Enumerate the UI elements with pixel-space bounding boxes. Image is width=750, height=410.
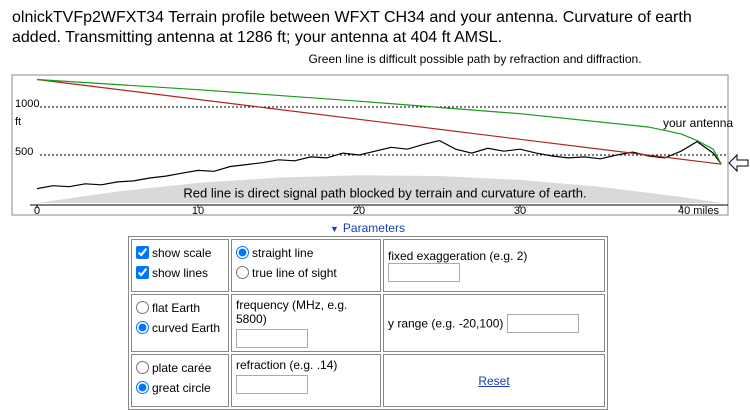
x-tick-label: 40 miles [678, 205, 719, 217]
antenna-label: your antenna [663, 116, 733, 130]
field-label: y range (e.g. -20,100) [388, 316, 504, 330]
curvature-area [37, 175, 722, 203]
option-label: great circle [152, 381, 211, 395]
radio[interactable] [236, 266, 249, 279]
field-label: refraction (e.g. .14) [236, 358, 338, 372]
option[interactable]: straight line [236, 243, 376, 263]
x-tick-label: 0 [34, 205, 40, 217]
field-label: fixed exaggeration (e.g. 2) [388, 249, 528, 263]
checkbox[interactable] [136, 266, 149, 279]
chart: Green line is difficult possible path by… [11, 52, 749, 217]
field-label: frequency (MHz, e.g. 5800) [236, 298, 348, 326]
option-label: curved Earth [152, 321, 221, 335]
profile-line [36, 78, 722, 165]
green-note: Green line is difficult possible path by… [308, 52, 641, 66]
red-note: Red line is direct signal path blocked b… [183, 185, 586, 200]
parameters-table: show scale show lines straight line true… [128, 236, 608, 410]
option-label: plate carée [152, 361, 212, 375]
option-label: show scale [152, 246, 212, 260]
parameters-toggle[interactable]: ▼ Parameters [330, 221, 405, 235]
text-input[interactable] [236, 375, 308, 394]
option[interactable]: flat Earth [136, 298, 224, 318]
y-tick-label: 1000 [15, 98, 39, 110]
radio[interactable] [136, 361, 149, 374]
toggle-text: Parameters [342, 221, 405, 235]
y-unit: ft [15, 116, 21, 128]
option[interactable]: great circle [136, 378, 224, 398]
text-input[interactable] [506, 313, 579, 333]
option-label: show lines [152, 266, 209, 280]
option[interactable]: plate carée [136, 358, 224, 378]
radio[interactable] [136, 321, 149, 334]
radio[interactable] [136, 301, 149, 314]
profile-line [36, 78, 722, 165]
x-tick-label: 30 [514, 205, 526, 217]
option-label: true line of sight [252, 266, 337, 280]
option[interactable]: show lines [136, 263, 224, 283]
option[interactable]: show scale [136, 243, 224, 263]
text-input[interactable] [236, 329, 308, 348]
x-tick-label: 20 [353, 205, 365, 217]
option[interactable]: true line of sight [236, 263, 376, 283]
profile-line [36, 139, 722, 190]
reset-link[interactable]: Reset [478, 373, 510, 388]
text-input[interactable] [388, 263, 460, 282]
page-title: olnickTVFp2WFXT34 Terrain profile betwee… [12, 9, 692, 46]
y-tick-label: 500 [15, 146, 33, 158]
antenna-arrow [728, 153, 749, 173]
option-label: flat Earth [152, 301, 201, 315]
option-label: straight line [252, 246, 314, 260]
x-tick-label: 10 [192, 205, 204, 217]
option[interactable]: curved Earth [136, 318, 224, 338]
radio[interactable] [236, 246, 249, 259]
radio[interactable] [136, 381, 149, 394]
checkbox[interactable] [136, 246, 149, 259]
